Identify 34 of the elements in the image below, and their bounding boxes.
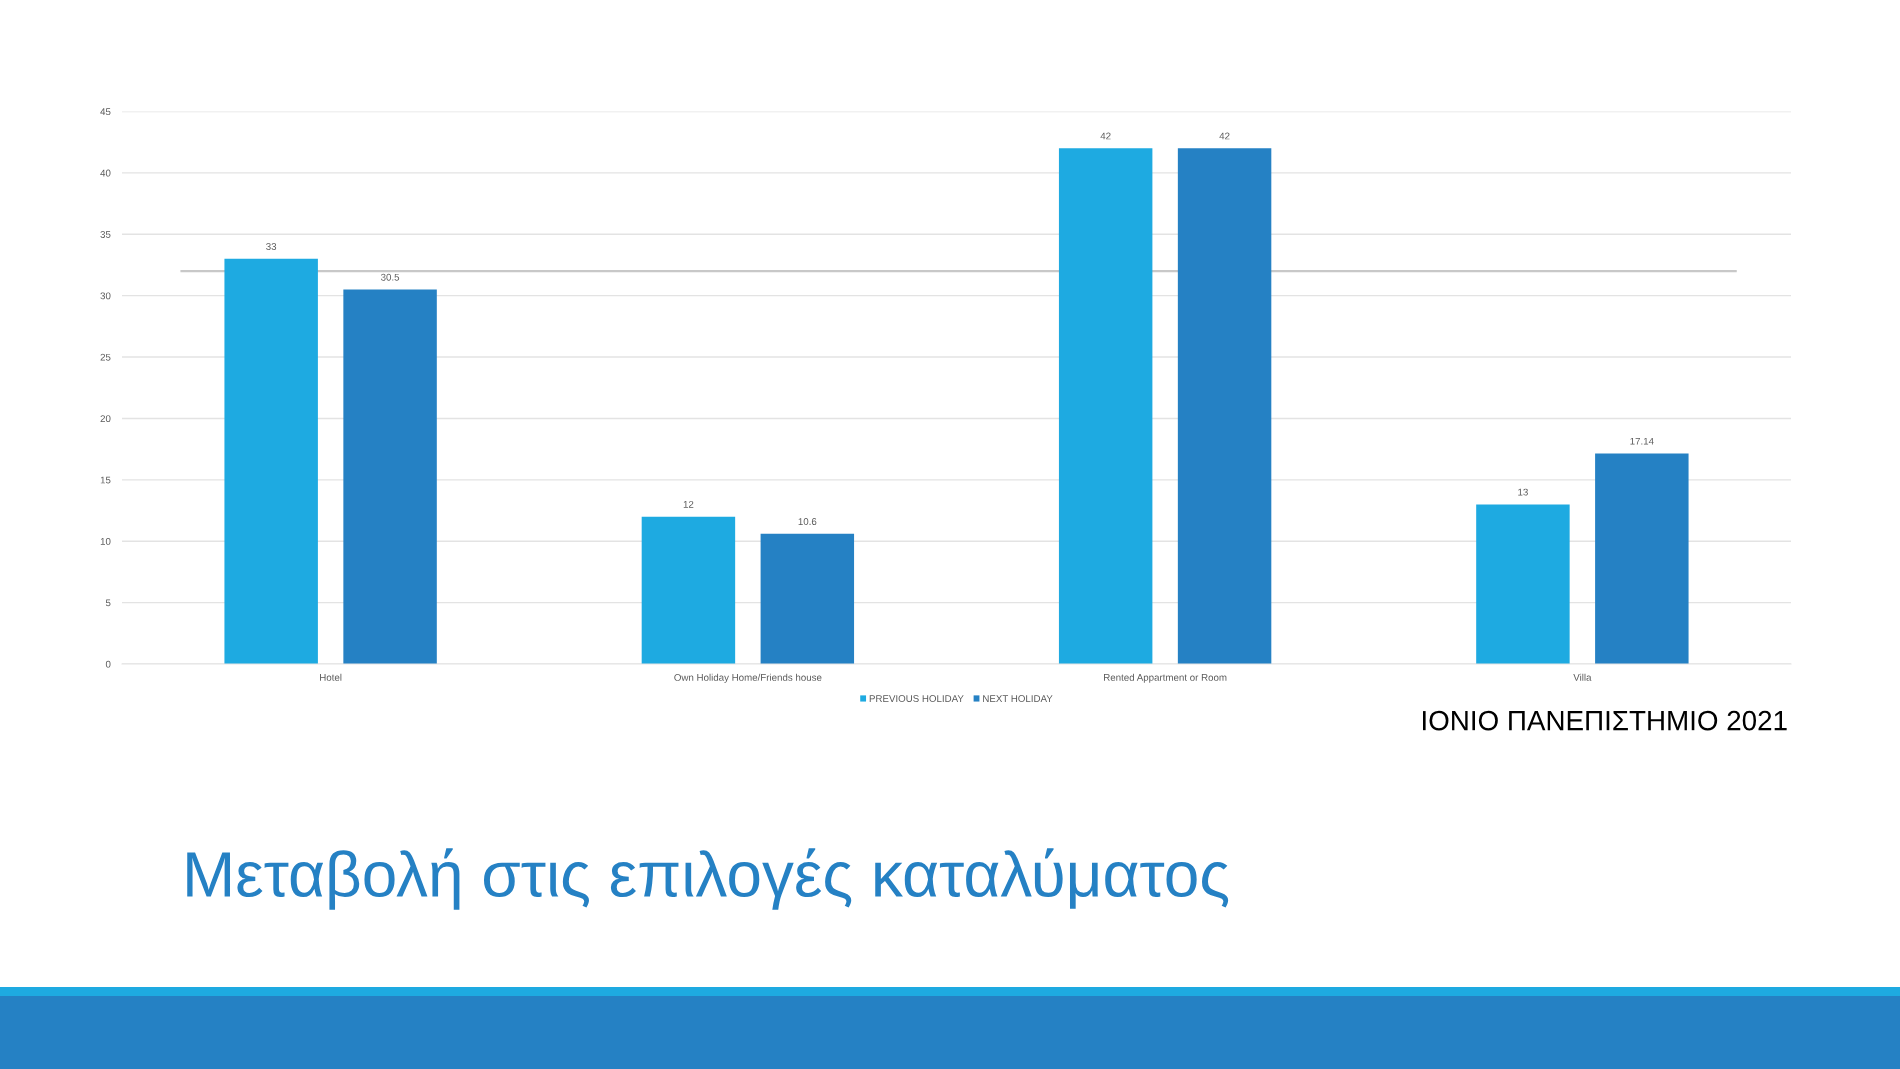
data-label: 12 — [683, 500, 694, 508]
y-tick-label: 45 — [100, 108, 111, 116]
bar — [641, 516, 736, 664]
y-tick-label: 25 — [100, 353, 111, 361]
bar — [1595, 453, 1689, 664]
bar — [760, 533, 855, 664]
bar — [1177, 148, 1272, 664]
bar — [1476, 504, 1570, 664]
text: Μεταβολή στις επιλογές καταλύματος — [187, 848, 1229, 910]
legend-label: PREVIOUS HOLIDAY — [869, 695, 964, 702]
y-tick-label: 30 — [100, 292, 111, 300]
bar — [1058, 148, 1153, 664]
x-tick-label: Villa — [1573, 673, 1592, 681]
y-tick-label: 10 — [100, 537, 111, 545]
y-tick-label: 35 — [100, 231, 111, 238]
data-label: 42 — [1219, 132, 1230, 140]
y-tick-label: 15 — [100, 476, 111, 484]
data-label: 17.14 — [1630, 437, 1654, 445]
text: ΙΟΝΙΟ ΠΑΝΕΠΙΣΤΗΜΙΟ 2021 — [1423, 710, 1787, 731]
data-label: 30.5 — [380, 273, 400, 281]
legend-label: NEXT HOLIDAY — [983, 695, 1053, 702]
x-tick-label: Hotel — [320, 673, 342, 681]
y-tick-label: 40 — [100, 169, 111, 177]
y-tick-label: 20 — [100, 415, 111, 423]
data-label: 10.6 — [798, 518, 817, 525]
y-tick-label: 5 — [105, 599, 111, 607]
y-tick-label: 0 — [105, 660, 111, 668]
bar — [224, 258, 318, 664]
x-tick-label: Own Holiday Home/Friends house — [674, 673, 822, 683]
data-label: 13 — [1518, 488, 1528, 496]
data-label: 33 — [266, 243, 277, 250]
data-label: 42 — [1100, 132, 1111, 140]
x-tick-label: Rented Appartment or Room — [1104, 673, 1227, 683]
bar — [343, 289, 437, 664]
